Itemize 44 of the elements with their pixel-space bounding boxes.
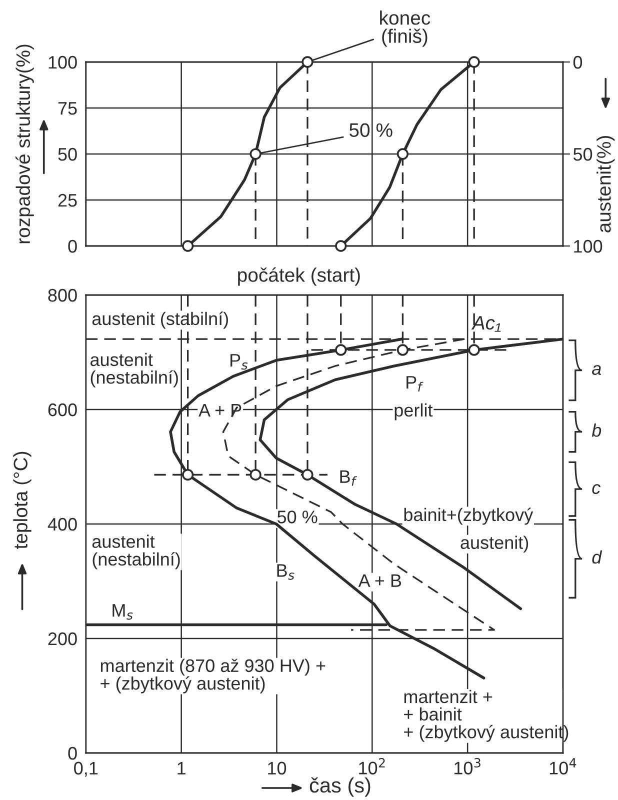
x-tick-label: 10	[268, 762, 286, 775]
annotation: M$_{s}$	[112, 604, 133, 620]
y-tick-label: 0	[68, 746, 77, 760]
text: a	[592, 365, 602, 375]
annotation: počátek (start)	[238, 267, 360, 286]
y-tick-label: 75	[58, 102, 77, 115]
y-tick-label: 25	[58, 194, 77, 207]
annotation: P$_{f}$	[406, 376, 424, 392]
annotation: austenit)	[460, 536, 528, 553]
y-tick-label: 100	[48, 56, 77, 69]
y-tick-label: 200	[48, 632, 77, 646]
annotation: B$_{s}$	[277, 564, 294, 580]
annotation: martenzit (870 až 930 HV) + + (zbytkový austenit)	[100, 658, 326, 694]
annotation: austenit (nestabilní)	[92, 534, 180, 570]
x-tick-label: 10$^{2}$	[359, 758, 385, 774]
text: d	[592, 550, 602, 564]
annotation: bainit+(zbytkový	[404, 508, 534, 525]
x-tick-label: 0,1	[74, 762, 98, 777]
y2-tick-label: 0	[573, 56, 582, 69]
text: c	[592, 484, 600, 494]
annotation: konec (finiš)	[380, 10, 430, 47]
annotation: A + B	[358, 574, 402, 587]
x-tick-label: 10$^{4}$	[550, 758, 576, 774]
y-tick-label: 800	[48, 288, 77, 302]
y-tick-label: 600	[48, 403, 77, 416]
annotation: 50 %	[277, 510, 318, 524]
ref-line-label: Ac₁	[471, 316, 501, 332]
y2-tick-label: 100	[574, 240, 602, 253]
y-tick-label: 50	[58, 148, 77, 161]
x-tick-label: 10$^{3}$	[454, 758, 480, 774]
y-tick-label: 0	[68, 240, 77, 253]
y-tick-label: 400	[48, 518, 77, 531]
text: b	[592, 424, 602, 437]
annotation: austenit (nestabilní)	[90, 352, 178, 388]
x-tick-label: 1	[178, 762, 186, 774]
annotation: P$_{s}$	[230, 354, 248, 370]
y2-tick-label: 50	[573, 148, 592, 161]
y2-axis-title: austenit(%)	[596, 136, 615, 232]
annotation: 50 %	[349, 123, 392, 137]
annotation: B$_{f}$	[340, 470, 358, 486]
y-axis-title: teplota (°C)	[13, 452, 32, 549]
annotation: perlit	[394, 403, 433, 420]
y-axis-title: rozpadové struktury(%)	[16, 44, 34, 244]
x-axis-title: čas (s)	[310, 777, 370, 797]
